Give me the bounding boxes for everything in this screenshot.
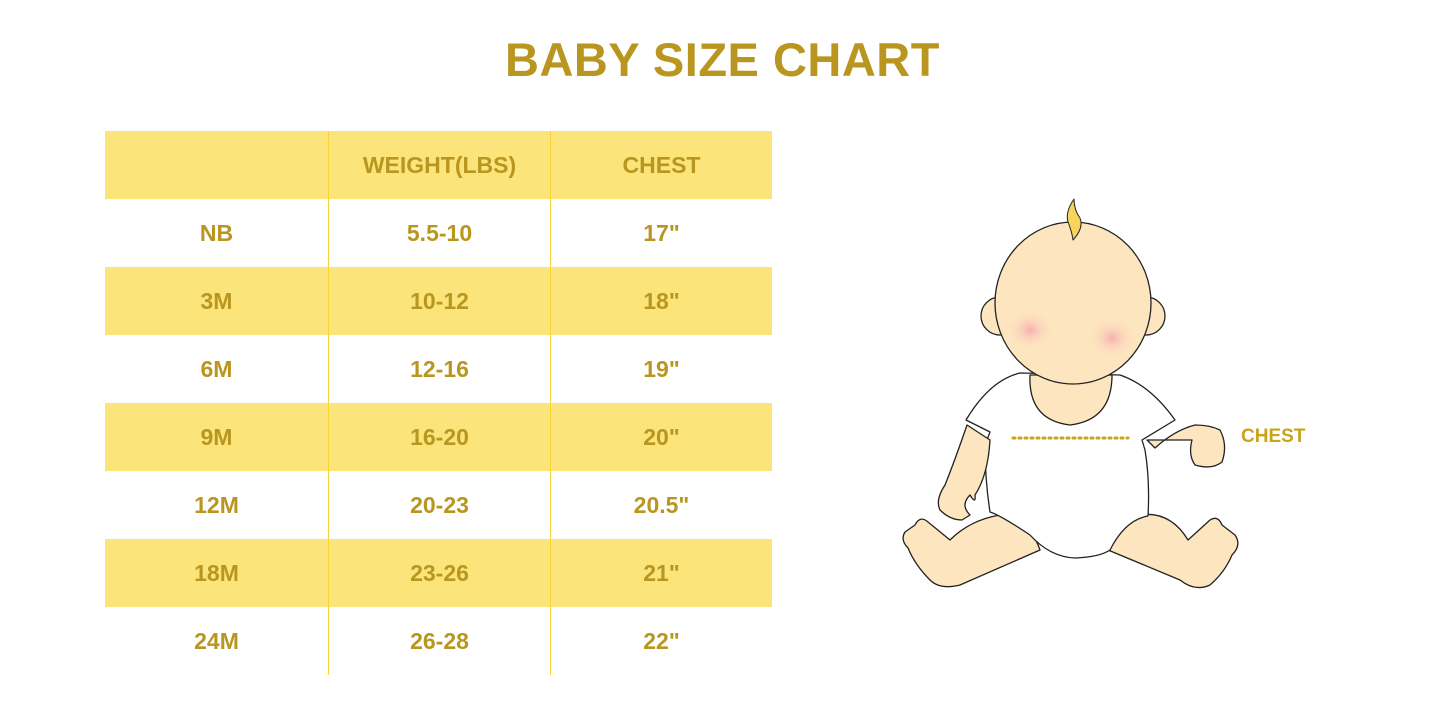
chest-cell: 17" <box>550 199 772 267</box>
table-row: 3M 10-12 18" <box>105 267 772 335</box>
header-cell-chest: CHEST <box>550 131 772 199</box>
page-title: BABY SIZE CHART <box>505 33 940 86</box>
weight-cell: 23-26 <box>328 539 550 607</box>
size-cell: 3M <box>200 287 233 314</box>
chest-cell: 21" <box>550 539 772 607</box>
chest-cell: 18" <box>550 267 772 335</box>
size-table: WEIGHT(LBS) CHEST NB 5.5-10 17" 3M 10-12… <box>105 131 772 675</box>
chest-cell: 22" <box>550 607 772 675</box>
size-cell: 12M <box>194 491 239 518</box>
table-row: 18M 23-26 21" <box>105 539 772 607</box>
weight-cell: 20-23 <box>328 471 550 539</box>
table-row: 24M 26-28 22" <box>105 607 772 675</box>
size-cell: NB <box>199 219 234 246</box>
hair-curl <box>1066 198 1082 241</box>
weight-cell: 12-16 <box>328 335 550 403</box>
weight-cell: 10-12 <box>328 267 550 335</box>
chest-label: CHEST <box>1241 426 1306 447</box>
neck <box>1029 374 1113 426</box>
table-row: 9M 16-20 20" <box>105 403 772 471</box>
weight-cell: 16-20 <box>328 403 550 471</box>
left-cheek <box>1006 310 1054 350</box>
right-cheek <box>1088 318 1136 358</box>
size-cell: 6M <box>200 355 233 382</box>
size-cell: 24M <box>194 627 239 654</box>
left-leg <box>902 514 1041 588</box>
table-row: 6M 12-16 19" <box>105 335 772 403</box>
size-cell: 18M <box>194 559 239 586</box>
table-row: NB 5.5-10 17" <box>105 199 772 267</box>
size-cell: 9M <box>200 423 233 450</box>
chest-cell: 19" <box>550 335 772 403</box>
chest-cell: 20" <box>550 403 772 471</box>
right-arm <box>1146 424 1226 468</box>
weight-cell: 5.5-10 <box>328 199 550 267</box>
head <box>994 221 1152 385</box>
weight-cell: 26-28 <box>328 607 550 675</box>
chest-cell: 20.5" <box>550 471 772 539</box>
table-header-row: WEIGHT(LBS) CHEST <box>105 131 772 199</box>
right-leg <box>1107 513 1239 589</box>
header-cell-weight: WEIGHT(LBS) <box>328 131 550 199</box>
left-arm <box>937 424 991 521</box>
table-row: 12M 20-23 20.5" <box>105 471 772 539</box>
